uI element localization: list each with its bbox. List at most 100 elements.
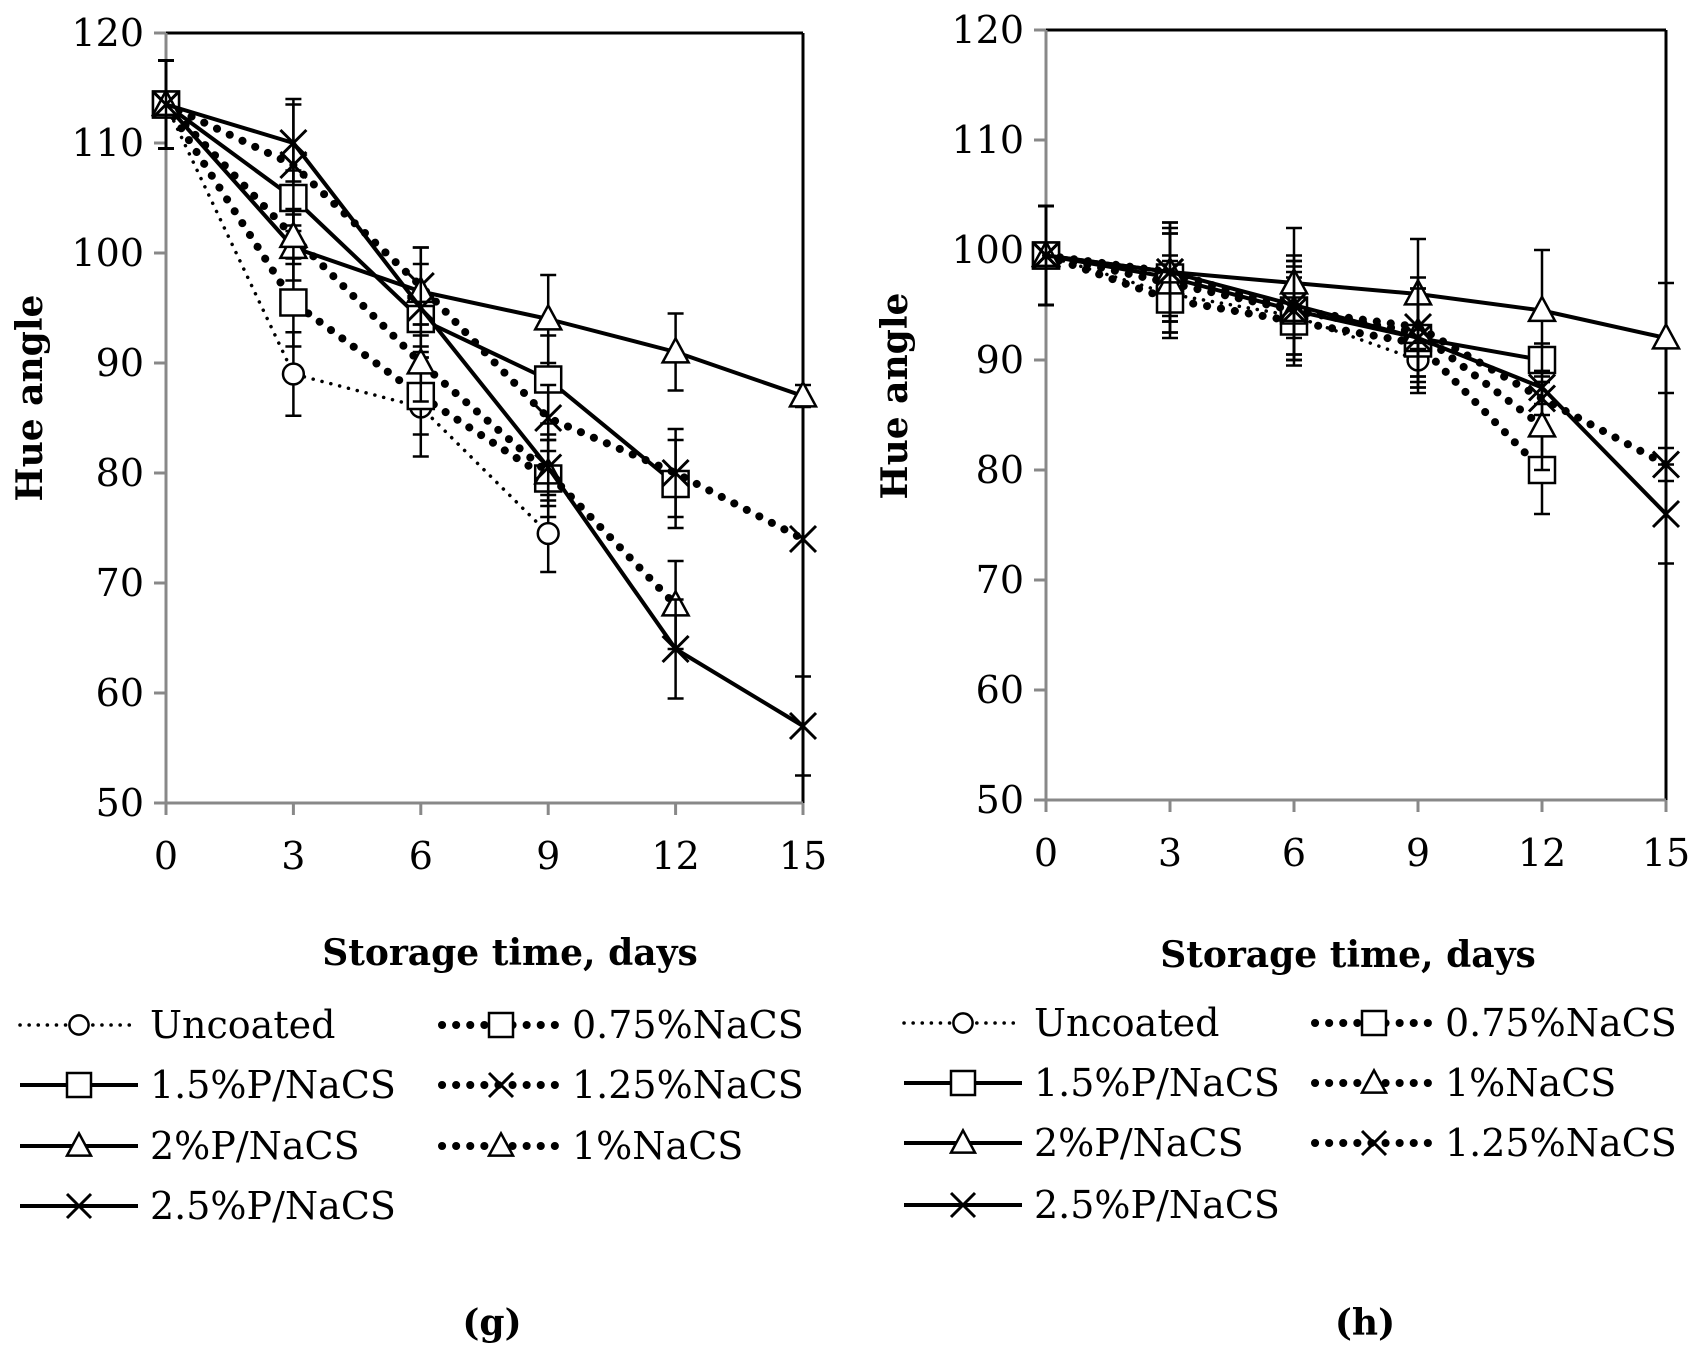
panel-label: (g) (462, 1302, 521, 1344)
y-tick-label: 60 (96, 671, 144, 715)
legend-item-1-5pctp-nacs: 1.5%P/NaCS (904, 1061, 1280, 1105)
data-point (281, 362, 306, 386)
series-1pctnacs (150, 59, 691, 651)
y-tick-label: 90 (96, 341, 144, 385)
legend-item-2-5pctp-nacs: 2.5%P/NaCS (20, 1184, 396, 1228)
legend-label: Uncoated (1034, 1001, 1219, 1045)
data-point (787, 379, 819, 408)
y-tick-label: 120 (951, 8, 1024, 52)
x-tick-label: 6 (1282, 831, 1306, 875)
series-2-5pctp-nacs (1031, 204, 1681, 565)
data-point (151, 90, 181, 119)
legend-label: 1.5%P/NaCS (150, 1063, 396, 1107)
series-2pctp-nacs (1030, 204, 1682, 395)
data-point (1155, 257, 1185, 287)
x-tick-label: 15 (1642, 831, 1690, 875)
data-point (533, 302, 564, 331)
legend-label: 1%NaCS (572, 1124, 743, 1168)
data-point (536, 521, 560, 546)
series-2-5pctp-nacs (151, 59, 818, 777)
legend-swatch-marker (949, 1191, 977, 1219)
x-tick-label: 9 (1406, 831, 1430, 875)
legend: Uncoated 0.75%NaCS 1.5%P/NaCS 1%NaCS 2%P/NaC… (902, 1001, 1677, 1227)
y-tick-label: 50 (96, 781, 144, 825)
x-tick-label: 6 (409, 834, 433, 878)
legend: Uncoated 0.75%NaCS 1.5%P/NaCS 1.25%NaCS 2%P/… (18, 1003, 804, 1228)
series-line (1045, 253, 1668, 516)
series-1-25pctnacs (1031, 204, 1681, 483)
data-point (788, 524, 818, 554)
legend-label: 2.5%P/NaCS (1034, 1183, 1280, 1227)
legend-item-0-75pctnacs: 0.75%NaCS (438, 1003, 804, 1047)
data-point (1650, 321, 1682, 350)
data-point (1403, 323, 1433, 353)
legend-swatch-marker (1359, 1067, 1389, 1094)
legend-item-1-25pctnacs: 1.25%NaCS (438, 1063, 804, 1107)
data-point (278, 220, 309, 249)
data-point (661, 458, 690, 488)
legend-swatch-marker (948, 1127, 978, 1154)
series-uncoated (1034, 204, 1430, 395)
legend-label: 0.75%NaCS (1445, 1001, 1677, 1045)
data-point (279, 128, 308, 158)
data-point (661, 634, 690, 664)
data-point (405, 346, 436, 375)
series-line (165, 102, 805, 728)
legend-item-2-5pctp-nacs: 2.5%P/NaCS (904, 1183, 1280, 1227)
y-axis-label: Hue angle (874, 293, 916, 500)
legend-swatch-marker (64, 1130, 94, 1157)
data-point (1651, 499, 1681, 529)
data-point (279, 288, 308, 317)
legend-swatch-marker (486, 1130, 516, 1157)
legend-label: 1.25%NaCS (572, 1063, 804, 1107)
plot-area: 50 60 70 80 90 100 110 120 0 3 6 9 12 15 (71, 11, 827, 878)
legend-item-1pctnacs: 1%NaCS (438, 1124, 743, 1168)
x-tick-label: 9 (536, 834, 560, 878)
y-tick-label: 80 (976, 448, 1024, 492)
legend-item-uncoated: Uncoated (18, 1003, 335, 1047)
chart-panel-g: 50 60 70 80 90 100 110 120 0 3 6 9 12 15 Hue angle St… (9, 11, 827, 1344)
data-point (406, 293, 435, 323)
plot-area: 50 60 70 80 90 100 110 120 0 3 6 9 12 15 (951, 8, 1690, 875)
legend-label: 0.75%NaCS (572, 1003, 804, 1047)
y-tick-label: 120 (71, 11, 144, 55)
legend-label: 2%P/NaCS (150, 1124, 360, 1168)
y-tick-label: 70 (976, 558, 1024, 602)
data-point (1527, 373, 1557, 402)
x-tick-label: 3 (281, 834, 305, 878)
y-tick-label: 70 (96, 561, 144, 605)
y-tick-label: 100 (951, 228, 1024, 272)
panel-label: (h) (1335, 1302, 1395, 1344)
data-point (534, 453, 563, 482)
data-point (788, 711, 818, 741)
x-tick-label: 3 (1158, 831, 1182, 875)
series-line (1044, 253, 1420, 362)
data-point (534, 403, 563, 433)
data-point (533, 365, 563, 394)
x-axis-label: Storage time, days (322, 932, 698, 974)
legend-swatch-marker (65, 1071, 93, 1099)
legend-swatch-marker (949, 1069, 977, 1097)
y-tick-label: 100 (71, 231, 144, 275)
legend-label: 2%P/NaCS (1034, 1121, 1244, 1165)
data-point (1526, 409, 1558, 438)
legend-item-2pctp-nacs: 2%P/NaCS (904, 1121, 1244, 1165)
x-tick-label: 0 (1034, 831, 1058, 875)
legend-item-0-75pctnacs: 0.75%NaCS (1311, 1001, 1677, 1045)
x-tick-label: 0 (154, 834, 178, 878)
x-tick-label: 12 (651, 834, 699, 878)
legend-swatch-marker (487, 1071, 515, 1099)
legend-item-uncoated: Uncoated (902, 1001, 1219, 1045)
x-axis-label: Storage time, days (1160, 934, 1536, 976)
legend-item-2pctp-nacs: 2%P/NaCS (20, 1124, 360, 1168)
legend-label: 1.5%P/NaCS (1034, 1061, 1280, 1105)
y-tick-label: 90 (976, 338, 1024, 382)
series-2pctp-nacs (150, 59, 819, 409)
legend-item-1-25pctnacs: 1.25%NaCS (1311, 1121, 1677, 1165)
legend-swatch-marker (1360, 1129, 1388, 1157)
y-axis-label: Hue angle (9, 295, 51, 502)
y-tick-label: 80 (96, 451, 144, 495)
legend-swatch-marker (65, 1192, 93, 1220)
x-tick-label: 15 (779, 834, 827, 878)
